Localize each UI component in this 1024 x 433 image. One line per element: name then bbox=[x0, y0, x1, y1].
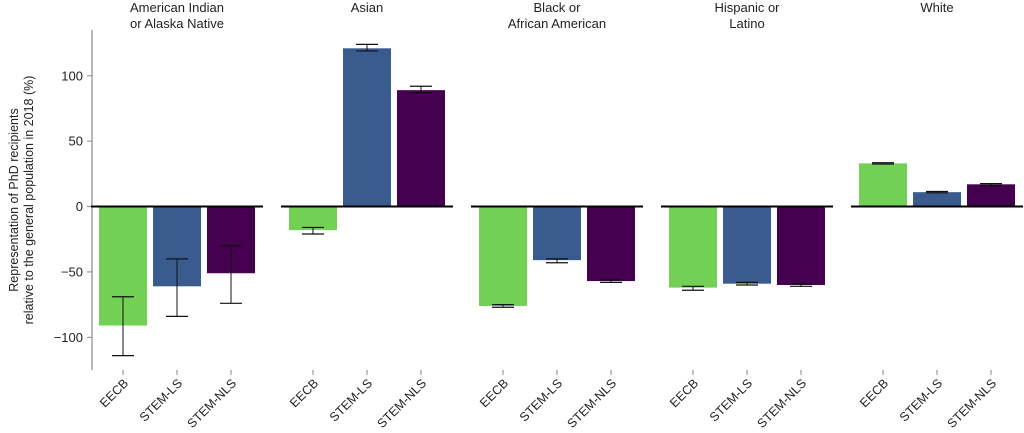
y-tick-label: 50 bbox=[69, 134, 83, 149]
x-tick-label: STEM-LS bbox=[327, 376, 375, 424]
bar-stem-ls bbox=[533, 206, 581, 261]
y-tick-label: −50 bbox=[61, 264, 83, 279]
panel-title: African American bbox=[508, 16, 606, 31]
y-tick-label: −100 bbox=[54, 330, 83, 345]
bar-eecb bbox=[289, 206, 337, 231]
bar-stem-ls bbox=[723, 206, 771, 284]
x-tick-label: EECB bbox=[477, 376, 511, 410]
x-tick-label: STEM-LS bbox=[517, 376, 565, 424]
x-tick-label: EECB bbox=[857, 376, 891, 410]
x-tick-label: STEM-NLS bbox=[755, 376, 810, 431]
y-axis-label-line: Representation of PhD recipients bbox=[7, 108, 21, 291]
y-tick-label: 0 bbox=[76, 199, 83, 214]
bar-stem-ls bbox=[913, 192, 961, 207]
bar-stem-nls bbox=[397, 90, 445, 207]
x-tick-label: EECB bbox=[667, 376, 701, 410]
panel-title: or Alaska Native bbox=[130, 16, 224, 31]
y-tick-label: 100 bbox=[61, 68, 83, 83]
panel-title: Latino bbox=[729, 16, 764, 31]
x-tick-label: STEM-NLS bbox=[945, 376, 1000, 431]
bar-stem-nls bbox=[777, 206, 825, 285]
x-tick-label: STEM-NLS bbox=[185, 376, 240, 431]
panel-title: Asian bbox=[351, 0, 384, 15]
bar-eecb bbox=[859, 163, 907, 207]
panel-title: American Indian bbox=[130, 0, 224, 15]
bar-eecb bbox=[479, 206, 527, 306]
y-axis-label-line: relative to the general population in 20… bbox=[22, 76, 36, 325]
x-tick-label: STEM-LS bbox=[707, 376, 755, 424]
x-tick-label: STEM-LS bbox=[897, 376, 945, 424]
x-tick-label: STEM-NLS bbox=[375, 376, 430, 431]
x-tick-label: EECB bbox=[287, 376, 321, 410]
x-tick-label: STEM-NLS bbox=[565, 376, 620, 431]
bar-stem-ls bbox=[343, 48, 391, 207]
panel-title: Black or bbox=[534, 0, 582, 15]
y-axis-label: Representation of PhD recipientsrelative… bbox=[7, 76, 36, 325]
x-tick-label: STEM-LS bbox=[137, 376, 185, 424]
panel-title: Hispanic or bbox=[714, 0, 780, 15]
panel-title: White bbox=[920, 0, 953, 15]
bar-stem-nls bbox=[587, 206, 635, 282]
bar-eecb bbox=[669, 206, 717, 288]
x-tick-label: EECB bbox=[97, 376, 131, 410]
bar-stem-nls bbox=[967, 184, 1015, 207]
